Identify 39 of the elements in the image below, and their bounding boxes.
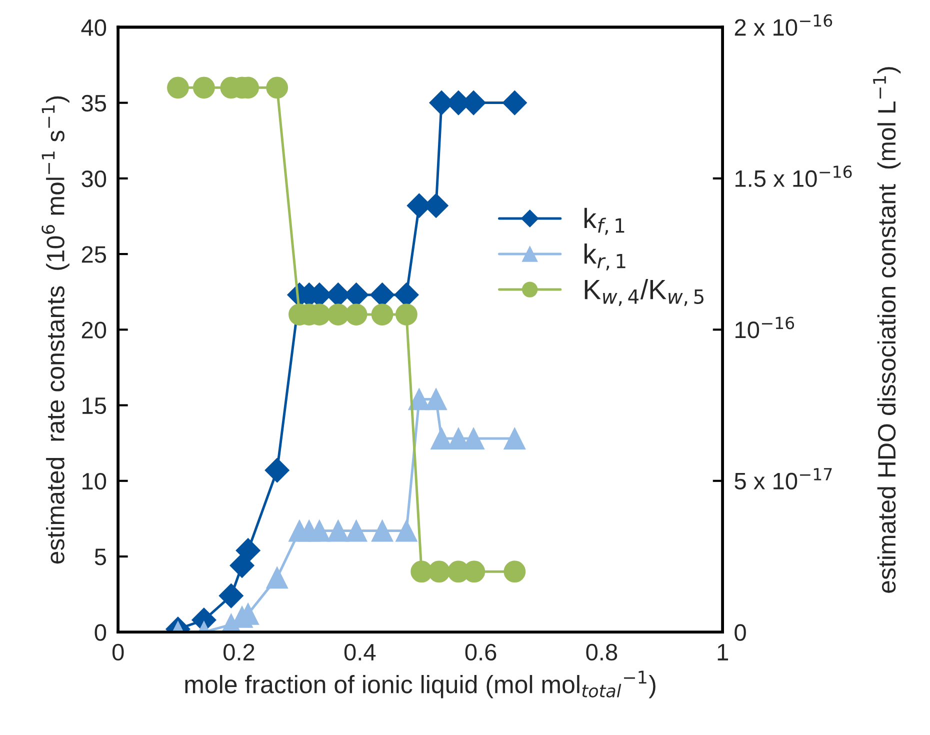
point — [502, 90, 527, 116]
legend-label: K$_{w,4}$/K$_{w,5}$ — [584, 279, 704, 306]
y-tick-label: 25 — [82, 246, 106, 263]
y-tick-label: 30 — [82, 170, 106, 188]
y-tick-label: 5 — [94, 548, 106, 566]
point — [327, 520, 350, 542]
x-tick-label: 1 — [718, 644, 728, 660]
y2-tick-label: 10$^{−16}$ — [736, 316, 794, 338]
y-tick-label: 0 — [94, 624, 106, 641]
point — [218, 584, 244, 608]
point — [308, 520, 330, 542]
y-tick-label: 35 — [82, 94, 106, 112]
point — [504, 428, 526, 450]
point — [345, 520, 368, 542]
legend-label: k$_{f,1}$ — [584, 208, 624, 235]
point — [264, 458, 290, 483]
x-tick-label: 0.4 — [344, 644, 376, 661]
point — [371, 520, 394, 542]
y-tick-label: 15 — [82, 398, 106, 414]
y2-tick-label: 2 x 10$^{−16}$ — [734, 14, 832, 36]
x-tick-label: 0.6 — [465, 644, 496, 661]
y2-tick-label: 5 x 10$^{−17}$ — [734, 468, 832, 490]
x-tick-label: 0.8 — [586, 644, 618, 661]
y-tick-label: 40 — [81, 19, 106, 36]
x-axis-title: mole fraction of ionic liquid (mol mol$_{total}$$^{−1}$) — [185, 670, 656, 698]
x-tick-label: 0.2 — [224, 644, 254, 661]
y-tick-label: 20 — [82, 322, 106, 338]
y2-tick-label: 1.5 x 10$^{−16}$ — [736, 165, 852, 188]
point — [396, 520, 418, 542]
y-tick-label: 10 — [82, 472, 106, 490]
point — [425, 388, 448, 410]
x-tick-label: 0 — [112, 644, 124, 661]
y-axis-title: estimated rate constants (10$^{6}$ mol$^{−1}$ s$^{−1}$) — [42, 96, 70, 564]
y2-tick-label: 0 — [734, 624, 746, 641]
point — [236, 538, 260, 563]
point — [230, 553, 254, 578]
y2-axis-title: estimated HDO dissociation constant (mol L$^{−1}$) — [873, 67, 901, 593]
legend-label: k$_{r,1}$ — [584, 243, 626, 270]
point — [266, 566, 288, 589]
